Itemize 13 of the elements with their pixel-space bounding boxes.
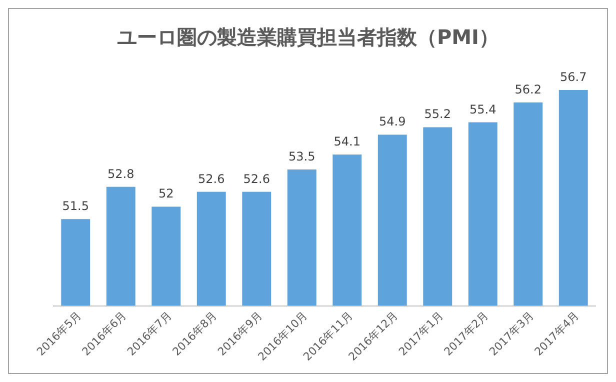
- chart-title: ユーロ圏の製造業購買担当者指数（PMI）: [116, 25, 500, 49]
- data-label: 54.1: [334, 134, 360, 149]
- data-label: 55.4: [470, 102, 496, 116]
- data-label: 56.7: [560, 70, 587, 84]
- data-label: 53.5: [288, 149, 316, 164]
- data-label: 51.5: [62, 199, 89, 214]
- data-label: 54.9: [379, 114, 406, 129]
- data-label: 52.6: [243, 172, 270, 186]
- data-label: 52.8: [108, 166, 134, 181]
- data-label: 55.2: [424, 107, 451, 122]
- data-label: 56.2: [514, 82, 542, 96]
- data-label: 52: [158, 186, 174, 201]
- data-label: 52.6: [198, 172, 225, 186]
